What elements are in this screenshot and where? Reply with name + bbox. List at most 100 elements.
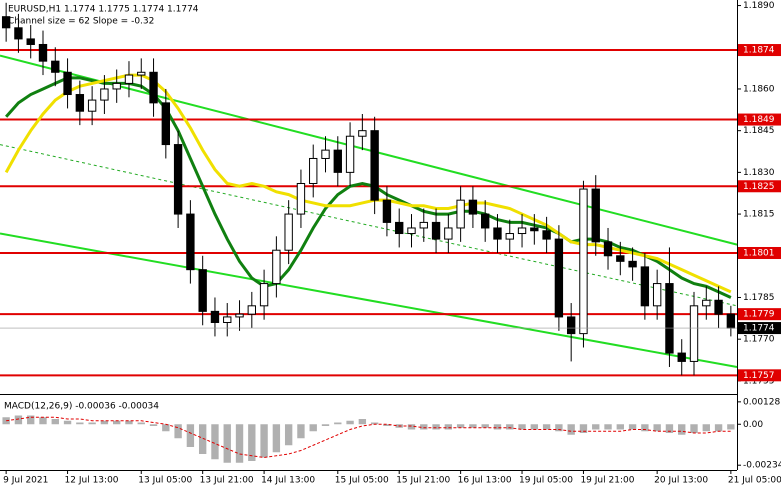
last-price-box (738, 322, 781, 335)
candle-body (517, 227, 527, 235)
level-label: 1.1825 (743, 182, 775, 192)
candle-body (554, 238, 564, 318)
candle-body (444, 227, 453, 240)
candle-body (26, 38, 35, 45)
x-tick-label: 13 Jul 21:00 (200, 476, 254, 486)
macd-bar (346, 420, 354, 425)
macd-bar (370, 422, 379, 425)
x-tick-label: 20 Jul 13:00 (654, 476, 708, 486)
candle-body (542, 230, 551, 240)
macd-bar (727, 424, 735, 430)
candle-body (481, 213, 490, 229)
candle-body (296, 182, 306, 215)
candle-body (640, 266, 650, 307)
candle-body (677, 352, 686, 362)
level-box (738, 369, 781, 382)
level-label: 1.1757 (743, 371, 775, 381)
macd-bar (309, 424, 317, 432)
macd-bar (456, 424, 465, 428)
candle-body (714, 299, 723, 315)
macd-bar (604, 424, 612, 430)
level-box (738, 246, 781, 259)
macd-tick-label: -0.00234 (743, 461, 781, 471)
macd-bar (248, 424, 256, 461)
macd-bar (162, 424, 170, 432)
macd-bar (334, 422, 342, 425)
candle-body (149, 71, 158, 104)
candle-body (247, 305, 256, 315)
level-box (738, 113, 781, 126)
level-label: 1.1779 (743, 310, 775, 320)
macd-bar (407, 424, 416, 430)
candle-body (173, 144, 183, 215)
macd-bar (174, 424, 182, 439)
candle-body (1, 16, 11, 29)
macd-bar (628, 424, 637, 430)
candle-body (395, 221, 404, 235)
macd-bar (186, 424, 195, 447)
x-tick-label: 15 Jul 05:00 (335, 476, 389, 486)
macd-bar (125, 420, 133, 425)
macd-bar (383, 424, 391, 426)
macd-bar (149, 424, 158, 426)
candle-body (419, 221, 428, 229)
macd-bar (27, 415, 35, 425)
macd-bar (665, 424, 674, 433)
candle-body (468, 199, 478, 215)
candle-body (309, 157, 318, 184)
level-box (738, 44, 781, 57)
chart-title: EURUSD,H1 1.1774 1.1775 1.1774 1.1774 (8, 5, 199, 15)
candle-body (358, 130, 367, 137)
level-box (738, 308, 781, 321)
level-label: 1.1874 (743, 46, 775, 56)
candle-body (370, 130, 379, 201)
candle-body (124, 74, 134, 84)
macd-label: MACD(12,26,9) -0.00036 -0.00034 (4, 402, 159, 412)
candle-body (87, 99, 97, 112)
macd-bar (63, 420, 72, 425)
candle-body (530, 227, 539, 232)
level-box (738, 180, 781, 193)
candle-body (603, 241, 613, 257)
macd-bar (272, 424, 281, 453)
candle-body (223, 316, 232, 323)
candle-body (321, 149, 330, 159)
candle-body (407, 227, 416, 235)
macd-bar (690, 424, 698, 433)
candle-body (272, 249, 281, 285)
y-tick-label: 1.1785 (743, 293, 775, 303)
macd-bar (260, 424, 268, 458)
macd-bar (530, 424, 539, 430)
macd-bar (432, 424, 440, 430)
macd-bar (493, 424, 502, 430)
macd-bar (579, 424, 588, 433)
y-tick-label: 1.1815 (743, 210, 775, 220)
x-tick-label: 15 Jul 21:00 (396, 476, 450, 486)
candle-body (63, 71, 72, 96)
macd-bar (51, 419, 59, 425)
macd-tick-label: 0.00 (743, 420, 763, 430)
level-label: 1.1801 (743, 248, 775, 258)
candle-body (284, 213, 293, 251)
candle-body (616, 255, 625, 262)
macd-bar (555, 424, 563, 432)
candle-body (591, 188, 600, 243)
macd-bar (223, 424, 231, 463)
candle-body (259, 283, 269, 307)
last-price-label: 1.1774 (743, 324, 775, 334)
candle-body (51, 60, 60, 73)
candle-body (579, 188, 588, 335)
y-tick-label: 1.1755 (743, 376, 775, 386)
macd-tick-label: 0.00128 (743, 397, 780, 407)
candle-body (38, 43, 48, 62)
candle-body (456, 199, 465, 229)
macd-bar (592, 424, 600, 430)
macd-bar (653, 424, 661, 432)
macd-bar (444, 424, 453, 430)
candle-body (431, 221, 441, 240)
candle-body (726, 313, 736, 329)
candle-body (628, 260, 637, 268)
candle-body (702, 299, 711, 307)
macd-bar (567, 424, 575, 435)
level-label: 1.1849 (743, 115, 775, 125)
